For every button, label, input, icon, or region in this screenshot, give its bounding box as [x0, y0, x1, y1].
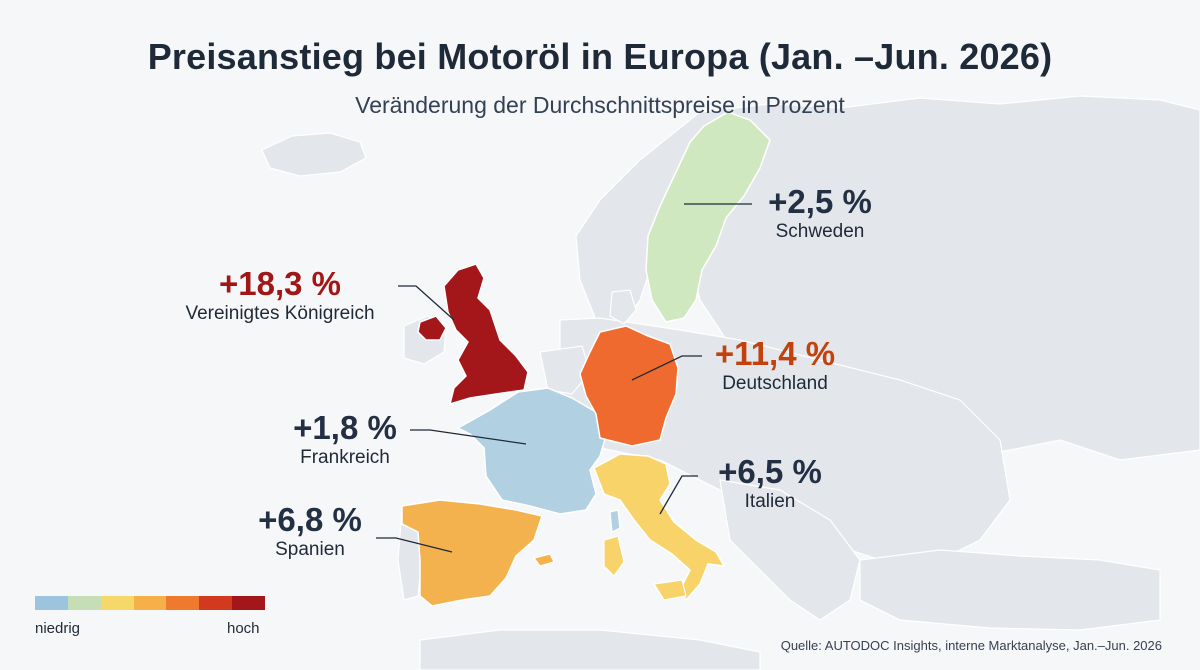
legend-swatch-5 [166, 596, 200, 610]
land-benelux [539, 345, 591, 395]
country-united-kingdom-ni [417, 315, 447, 341]
country-germany [579, 325, 679, 447]
legend-color-scale [35, 596, 266, 610]
callout-value-es: +6,8 % [258, 501, 362, 538]
callout-label-it: Italien [744, 491, 796, 513]
leader-line-es [376, 537, 453, 553]
callout-value-fr: +1,8 % [293, 409, 397, 446]
country-italy-sicily [653, 579, 687, 601]
country-france [456, 387, 607, 515]
callout-value-it: +6,5 % [718, 453, 822, 490]
country-italy-sardinia [603, 535, 625, 577]
country-spain-islands [532, 553, 555, 567]
callout-france: +1,8 % Frankreich [270, 409, 420, 471]
legend-low-label: niedrig [35, 620, 81, 637]
callout-spain: +6,8 % Spanien [240, 501, 380, 563]
callout-label-es: Spanien [275, 539, 345, 561]
callout-label-fr: Frankreich [300, 447, 390, 469]
island-corsica [609, 509, 621, 533]
leader-line-uk [398, 285, 455, 321]
legend-high-label: hoch [227, 620, 260, 637]
legend-swatch-1 [35, 596, 68, 610]
page-subtitle: Veränderung der Durchschnittspreise in P… [355, 92, 845, 118]
callout-value-se: +2,5 % [768, 183, 872, 220]
leader-line-de [631, 355, 702, 381]
legend-swatch-3 [100, 596, 134, 610]
land-denmark [609, 289, 637, 325]
leader-lines [376, 203, 752, 553]
callout-sweden: +2,5 % Schweden [752, 183, 888, 245]
callout-germany: +11,4 % Deutschland [700, 335, 850, 397]
callout-italy: +6,5 % Italien [700, 453, 840, 515]
legend-swatch-4 [133, 596, 167, 610]
country-spain [401, 499, 543, 607]
leader-line-it [659, 475, 698, 515]
callout-label-se: Schweden [775, 221, 865, 243]
land-balkans [719, 479, 861, 621]
country-united-kingdom [443, 263, 529, 406]
land-turkey [859, 549, 1161, 631]
legend-swatch-2 [67, 596, 101, 610]
callout-label-de: Deutschland [722, 373, 828, 395]
country-sweden [645, 111, 771, 323]
callout-value-de: +11,4 % [714, 335, 836, 372]
callout-united-kingdom: +18,3 % Vereinigtes Königreich [160, 265, 400, 327]
source-note: Quelle: AUTODOC Insights, interne Markta… [780, 638, 1162, 653]
legend-swatch-6 [199, 596, 233, 610]
land-north-africa [419, 629, 761, 670]
country-italy [593, 453, 726, 602]
land-iceland [261, 132, 367, 177]
legend-swatch-7 [232, 596, 266, 610]
page-title: Preisanstieg bei Motoröl in Europa (Jan.… [147, 36, 1053, 77]
leader-line-fr [410, 429, 527, 445]
callout-label-uk: Vereinigtes Königreich [185, 303, 375, 325]
callout-value-uk: +18,3 % [218, 265, 341, 302]
